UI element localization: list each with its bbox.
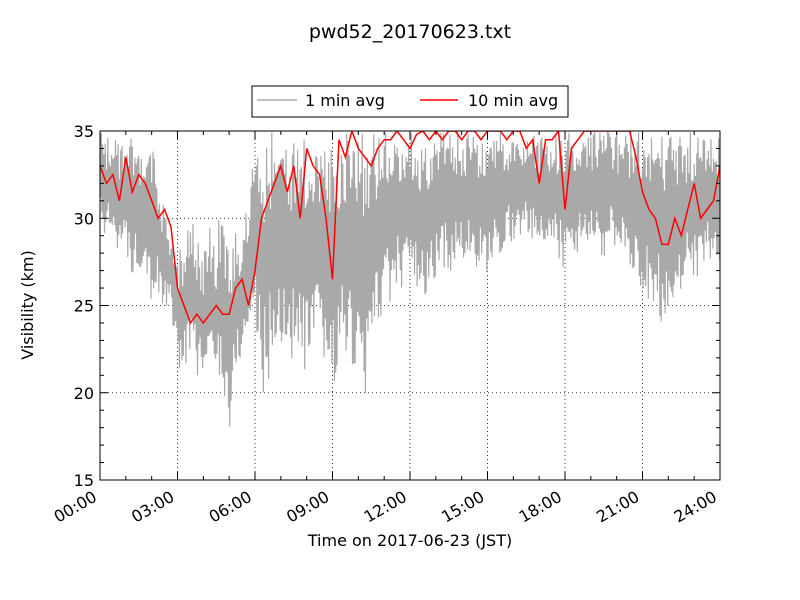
chart-title: pwd52_20170623.txt [309, 21, 511, 43]
y-tick-label: 30 [74, 209, 94, 228]
y-tick-label: 15 [74, 471, 94, 490]
series-10min-avg-line [100, 131, 720, 325]
y-tick-label: 35 [74, 122, 94, 141]
legend-label-1min: 1 min avg [305, 91, 385, 110]
plot-frame [99, 130, 721, 481]
y-axis-label: Visibility (km) [18, 250, 37, 359]
y-tick-label: 25 [74, 297, 94, 316]
x-axis-label: Time on 2017-06-23 (JST) [307, 531, 512, 550]
legend-label-10min: 10 min avg [468, 91, 558, 110]
legend: 1 min avg 10 min avg [251, 85, 569, 118]
y-tick-label: 20 [74, 384, 94, 403]
legend-box [251, 85, 569, 118]
